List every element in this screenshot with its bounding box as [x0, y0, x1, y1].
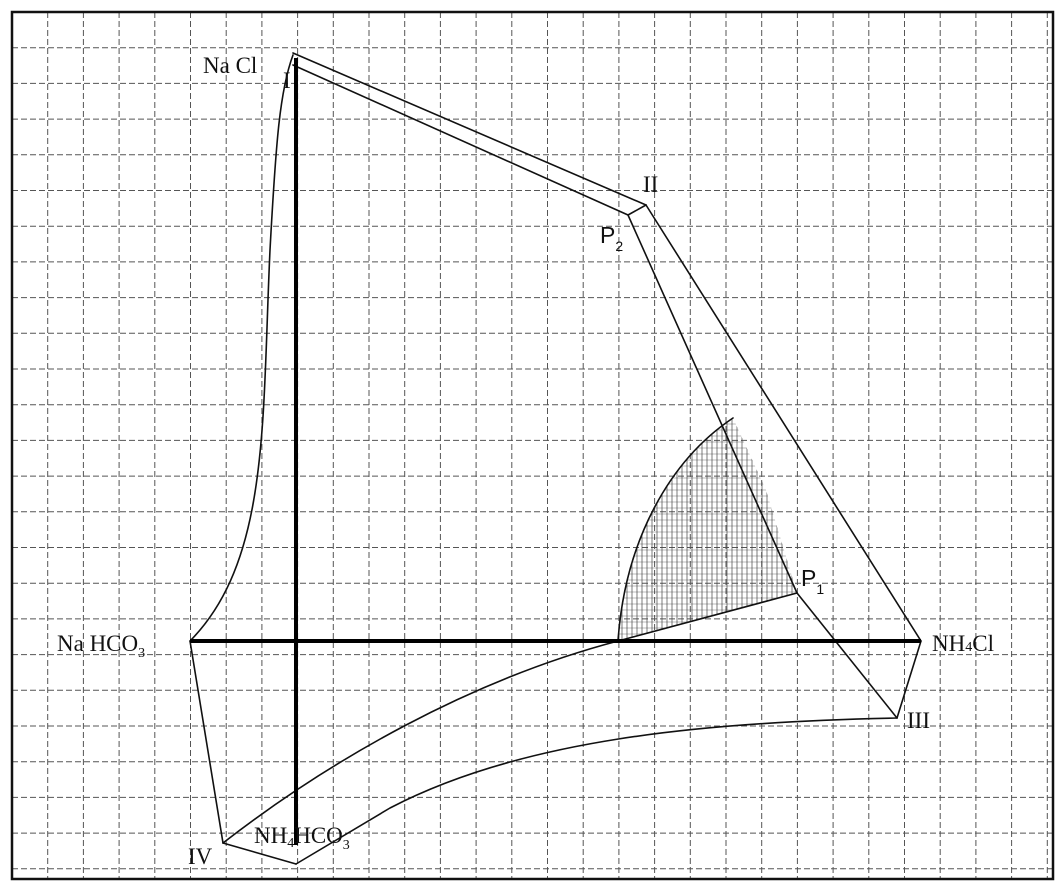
polyhedron-edges: [189, 52, 922, 865]
edge-IV-to-nahco3: [189, 640, 224, 844]
edge-nacl-to-II: [292, 52, 647, 206]
label-nh4cl: NH4Cl: [932, 631, 994, 656]
edge-nahco3-to-nacl-curve: [189, 54, 294, 642]
frame: [10, 10, 1055, 881]
label-P1: P1: [801, 565, 824, 597]
edge-I-to-P2: [292, 64, 629, 216]
label-P2: P2: [600, 222, 623, 254]
label-nh4hco3: NH4HCO3: [254, 823, 350, 853]
label-point-IV: IV: [188, 844, 213, 869]
label-point-II: II: [643, 172, 658, 197]
edge-IV-to-P1-curve: [222, 592, 798, 844]
label-nahco3: Na HCO3: [57, 631, 145, 661]
edge-P1-to-III: [796, 592, 898, 719]
edge-II-to-nh4cl: [645, 204, 922, 642]
label-point-III: III: [907, 708, 930, 733]
edge-P2-to-P1: [627, 214, 798, 594]
label-point-I: I: [283, 68, 291, 93]
hatched-crystallization-region: [618, 418, 797, 641]
edge-III-to-nh4hco3-curve: [295, 717, 898, 865]
hatched-region-curve: [617, 417, 734, 642]
edge-nh4hco3-to-IV: [222, 842, 297, 865]
graph-paper-grid: [12, 12, 1053, 879]
edge-nh4cl-to-III: [896, 640, 922, 719]
label-nacl: Na Cl: [203, 53, 257, 78]
edge-P2-to-II: [627, 204, 647, 216]
